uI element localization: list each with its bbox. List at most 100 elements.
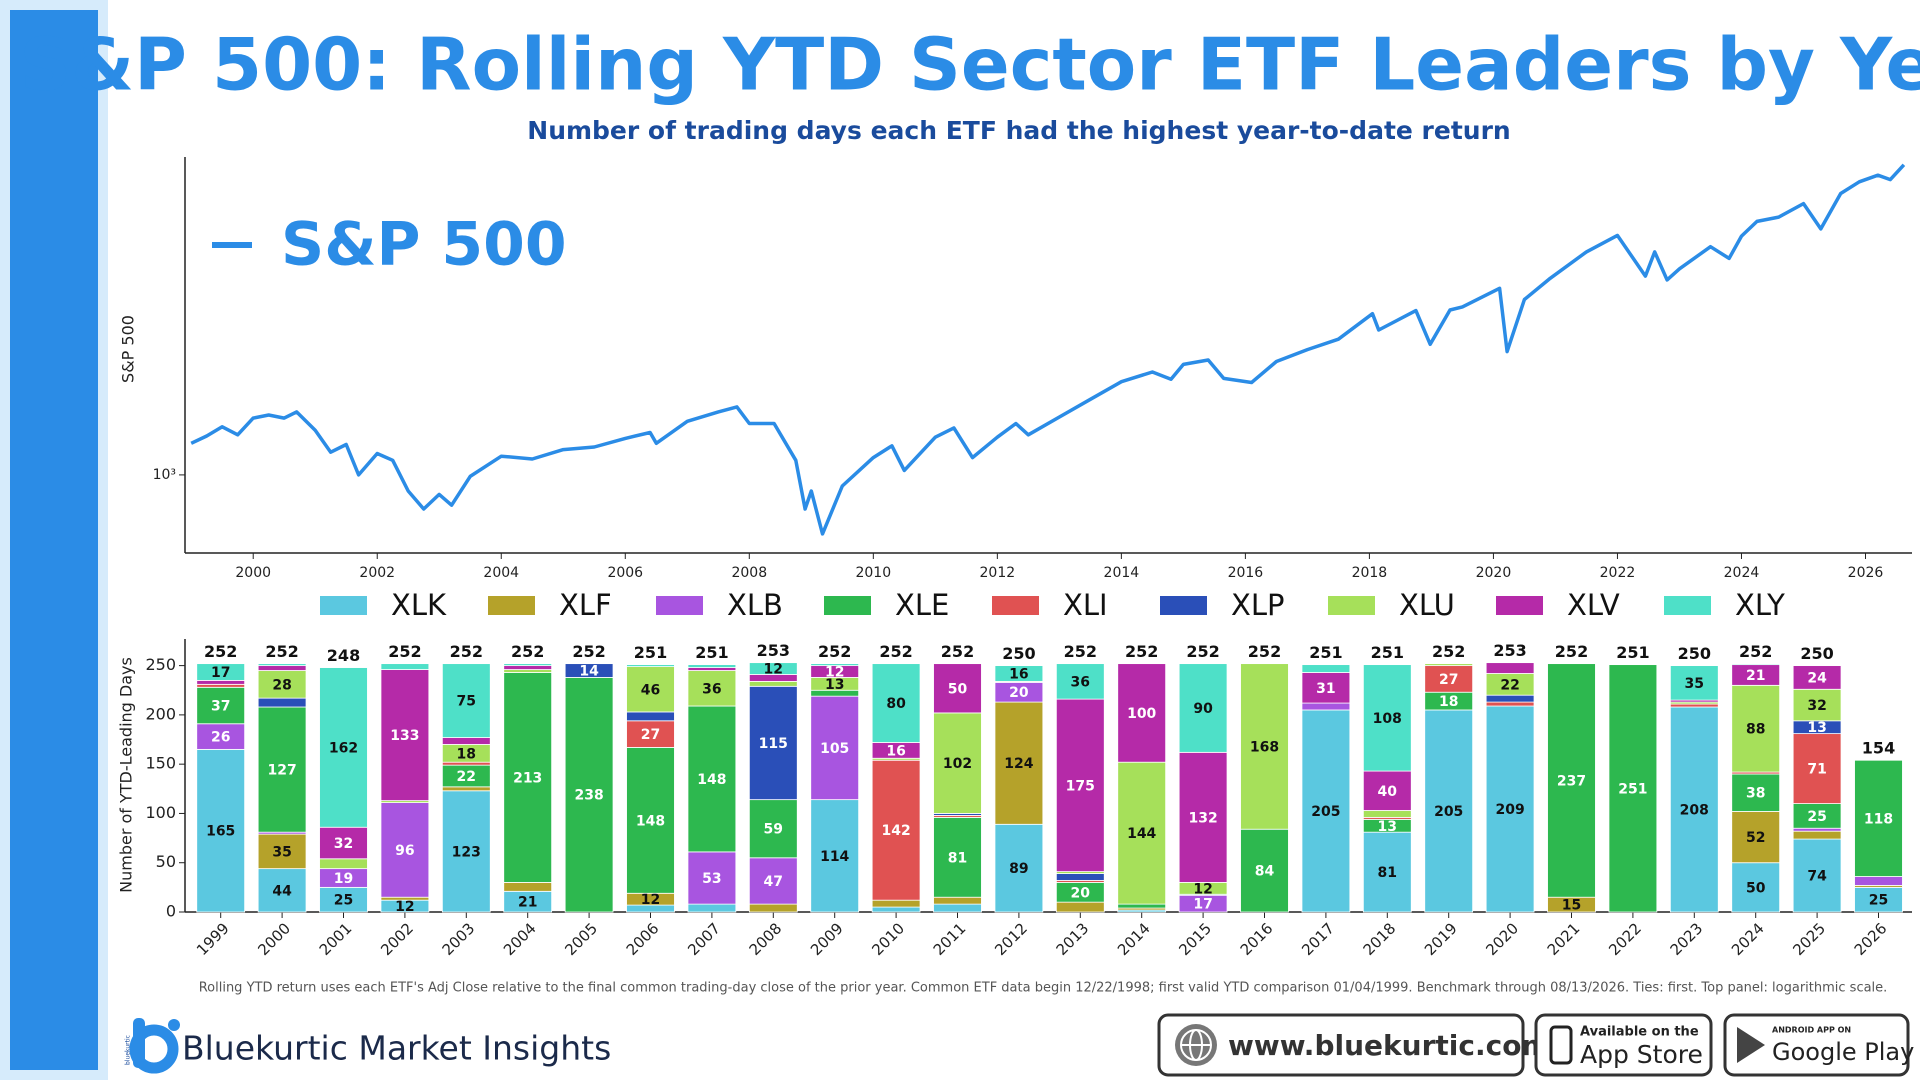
segment-label: 12: [1193, 881, 1212, 897]
segment-label: 238: [574, 788, 603, 804]
bar-segment: [626, 664, 675, 667]
bar-total: 252: [1555, 642, 1588, 661]
segment-label: 32: [1807, 698, 1826, 714]
segment-label: 28: [272, 677, 291, 693]
bar-segment: [503, 665, 553, 670]
app-store-small: Available on the: [1580, 1025, 1699, 1040]
bar-segment: [441, 786, 491, 792]
bar-segment: [748, 903, 798, 913]
y-tick-label: 50: [156, 852, 176, 871]
segment-label: 25: [334, 893, 353, 909]
segment-label: 16: [886, 743, 905, 759]
segment-label: 14: [579, 664, 599, 680]
x-tick-label: 1999: [193, 919, 233, 959]
segment-label: 89: [1009, 861, 1028, 877]
segment-label: 165: [206, 824, 235, 840]
segment-label: 19: [334, 871, 353, 887]
bar-segment: [1055, 663, 1105, 700]
bar-segment: [503, 669, 553, 673]
segment-label: 12: [641, 892, 660, 908]
x-tick-label: 2001: [316, 919, 356, 959]
x-tick-label: 2017: [1298, 919, 1338, 959]
bar-total: 250: [1678, 644, 1711, 663]
legend-swatch: [1664, 596, 1711, 615]
bar-segment: [871, 906, 921, 913]
bar-segment: [380, 663, 430, 670]
bar-total: 252: [1125, 642, 1158, 661]
bar-segment: [1792, 665, 1842, 690]
bar-segment: [1485, 701, 1535, 707]
x-tick-label: 2000: [235, 565, 271, 581]
x-tick-label: 2015: [1175, 919, 1215, 959]
segment-label: 17: [1193, 897, 1212, 913]
segment-label: 175: [1066, 778, 1095, 794]
y-tick-label: 100: [145, 803, 176, 822]
segment-label: 209: [1495, 802, 1524, 818]
bar-segment: [1362, 831, 1412, 913]
bar-total: 252: [388, 642, 421, 661]
bar-segment: [1669, 706, 1719, 913]
x-tick-label: 2009: [807, 919, 847, 959]
app-store-button[interactable]: Available on the App Store: [1534, 1013, 1713, 1077]
segment-label: 50: [1746, 880, 1766, 896]
x-tick-label: 2008: [731, 565, 767, 581]
bar-segment: [1240, 828, 1289, 913]
x-tick-label: 2006: [623, 919, 663, 959]
google-play-text: Google Play: [1772, 1038, 1914, 1066]
segment-label: 27: [641, 727, 660, 743]
bar-segment: [1731, 684, 1781, 773]
bar-segment: [626, 720, 675, 748]
bar-total: 250: [1800, 644, 1833, 663]
side-stripe: [10, 10, 98, 1070]
bar-segment: [1792, 688, 1842, 722]
segment-label: 18: [457, 746, 476, 762]
bar-segment: [1854, 876, 1903, 886]
bar-segment: [871, 663, 921, 743]
bar-segment: [257, 697, 307, 708]
segment-label: 26: [211, 730, 230, 746]
footnote: Rolling YTD return uses each ETF's Adj C…: [199, 981, 1888, 996]
segment-label: 18: [1439, 694, 1458, 710]
bar-segment: [196, 686, 246, 725]
y-tick-label: 150: [145, 754, 176, 773]
bar-total: 252: [450, 642, 483, 661]
segment-label: 50: [948, 681, 968, 697]
segment-label: 133: [390, 728, 419, 744]
google-play-button[interactable]: ANDROID APP ON Google Play: [1723, 1013, 1914, 1077]
segment-label: 90: [1193, 701, 1213, 717]
bar-segment: [810, 663, 860, 667]
bar-segment: [503, 882, 553, 892]
segment-label: 80: [886, 696, 906, 712]
segment-label: 13: [825, 677, 844, 693]
bar-segment: [871, 759, 921, 901]
segment-label: 168: [1250, 739, 1279, 755]
bar-segment: [1178, 751, 1228, 883]
segment-label: 22: [457, 769, 476, 785]
bar-total: 252: [1739, 642, 1772, 661]
website-button[interactable]: www.bluekurtic.com: [1157, 1013, 1551, 1077]
bar-total: 252: [511, 642, 544, 661]
segment-label: 124: [1004, 756, 1033, 772]
legend-label: S&P 500: [281, 210, 567, 280]
segment-label: 27: [1439, 672, 1458, 688]
segment-label: 205: [1311, 804, 1340, 820]
segment-label: 118: [1864, 811, 1893, 827]
x-tick-label: 2018: [1360, 919, 1400, 959]
bar-segment: [380, 896, 430, 901]
segment-label: 75: [457, 694, 476, 710]
bar-segment: [1669, 665, 1719, 701]
x-tick-label: 2016: [1237, 919, 1277, 959]
bar-segment: [1731, 862, 1781, 913]
bar-total: 251: [1309, 643, 1342, 662]
bar-segment: [748, 799, 798, 859]
bar-segment: [257, 706, 307, 833]
line-series: [190, 163, 1906, 536]
legend-label: XLB: [727, 588, 783, 622]
bar-segment: [503, 663, 553, 667]
segment-label: 81: [1378, 865, 1397, 881]
bar-segment: [994, 701, 1044, 825]
bar-segment: [257, 665, 307, 671]
x-tick-label: 2018: [1352, 565, 1388, 581]
